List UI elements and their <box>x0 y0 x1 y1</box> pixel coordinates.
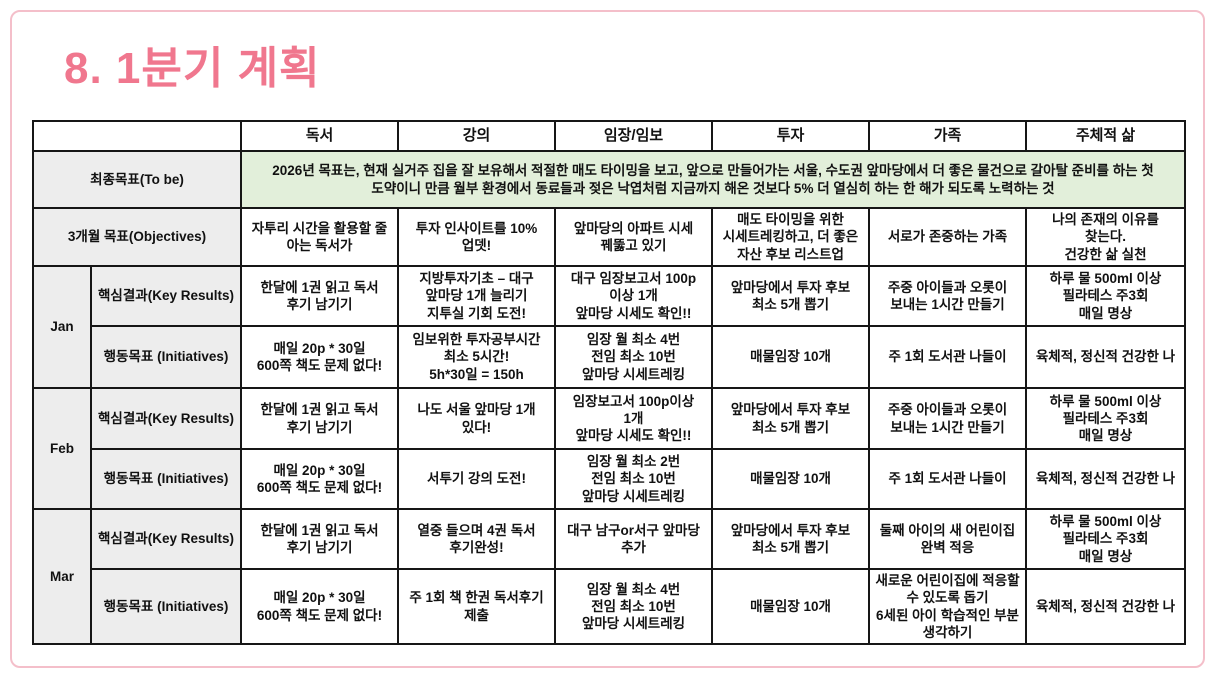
plan-cell: 하루 물 500ml 이상 필라테스 주3회 매일 명상 <box>1025 508 1186 570</box>
plan-cell: 매물임장 10개 <box>711 448 870 510</box>
plan-cell: 육체적, 정신적 건강한 나 <box>1025 325 1186 389</box>
column-header-investment: 투자 <box>711 120 870 152</box>
month-label-mar: Mar <box>32 507 92 646</box>
plan-cell: 임장보고서 100p이상 1개 앞마당 시세도 확인!! <box>554 387 713 450</box>
objective-cell: 매도 타이밍을 위한 시세트레킹하고, 더 좋은 자산 후보 리스트업 <box>711 207 870 267</box>
plan-cell: 임보위한 투자공부시간 최소 5시간! 5h*30일 = 150h <box>397 325 556 389</box>
corner-cell <box>32 120 242 152</box>
objective-cell: 앞마당의 아파트 시세 꿰뚫고 있기 <box>554 207 713 267</box>
plan-cell: 임장 월 최소 2번 전임 최소 10번 앞마당 시세트레킹 <box>554 448 713 510</box>
column-header-fieldtrip: 임장/임보 <box>554 120 713 152</box>
plan-cell: 임장 월 최소 4번 전임 최소 10번 앞마당 시세트레킹 <box>554 567 713 646</box>
plan-cell: 대구 남구or서구 앞마당 추가 <box>554 508 713 570</box>
column-header-family: 가족 <box>868 120 1027 152</box>
objectives-row: 3개월 목표(Objectives) 자투리 시간을 활용할 줄 아는 독서가 … <box>32 207 1186 267</box>
quarter-plan-table: 독서 강의 임장/임보 투자 가족 주체적 삶 최종목표(To be) 2026… <box>32 120 1186 646</box>
mar-key-results-row: Mar 핵심결과(Key Results) 한달에 1권 읽고 독서 후기 남기… <box>32 507 1186 646</box>
row-label-key-results: 핵심결과(Key Results) <box>90 508 242 570</box>
header-row: 독서 강의 임장/임보 투자 가족 주체적 삶 <box>32 120 1186 152</box>
objective-cell: 자투리 시간을 활용할 줄 아는 독서가 <box>240 207 399 267</box>
plan-cell: 지방투자기초 – 대구 앞마당 1개 늘리기 지투실 기회 도전! <box>397 265 556 327</box>
feb-key-results-row: Feb 핵심결과(Key Results) 한달에 1권 읽고 독서 후기 남기… <box>32 387 1186 510</box>
plan-cell: 둘째 아이의 새 어린이집 완벽 적응 <box>868 508 1027 570</box>
plan-cell: 하루 물 500ml 이상 필라테스 주3회 매일 명상 <box>1025 265 1186 327</box>
plan-cell: 열중 들으며 4권 독서 후기완성! <box>397 508 556 570</box>
plan-cell: 매일 20p * 30일 600쪽 책도 문제 없다! <box>240 325 399 389</box>
row-label-initiatives: 행동목표 (Initiatives) <box>90 325 242 389</box>
plan-cell: 주중 아이들과 오롯이 보내는 1시간 만들기 <box>868 265 1027 327</box>
month-label-jan: Jan <box>32 265 92 389</box>
plan-cell: 주 1회 도서관 나들이 <box>868 448 1027 510</box>
final-goal-label: 최종목표(To be) <box>32 150 242 209</box>
plan-cell: 대구 임장보고서 100p 이상 1개 앞마당 시세도 확인!! <box>554 265 713 327</box>
plan-cell: 주중 아이들과 오롯이 보내는 1시간 만들기 <box>868 387 1027 450</box>
objective-cell: 서로가 존중하는 가족 <box>868 207 1027 267</box>
column-header-life: 주체적 삶 <box>1025 120 1186 152</box>
row-label-initiatives: 행동목표 (Initiatives) <box>90 448 242 510</box>
final-goal-text: 2026년 목표는, 현재 실거주 집을 잘 보유해서 적절한 매도 타이밍을 … <box>240 150 1186 209</box>
row-label-key-results: 핵심결과(Key Results) <box>90 387 242 450</box>
jan-key-results-row: Jan 핵심결과(Key Results) 한달에 1권 읽고 독서 후기 남기… <box>32 265 1186 389</box>
slide-frame <box>10 10 1205 668</box>
plan-cell: 새로운 어린이집에 적응할 수 있도록 돕기 6세된 아이 학습적인 부분 생각… <box>868 567 1027 646</box>
feb-initiatives-row: 행동목표 (Initiatives) 매일 20p * 30일 600쪽 책도 … <box>33 448 1186 510</box>
final-goal-row: 최종목표(To be) 2026년 목표는, 현재 실거주 집을 잘 보유해서 … <box>32 150 1186 209</box>
page-title: 8. 1분기 계획 <box>64 44 321 93</box>
plan-cell: 한달에 1권 읽고 독서 후기 남기기 <box>240 508 399 570</box>
plan-cell: 매물임장 10개 <box>711 567 870 646</box>
column-header-lecture: 강의 <box>397 120 556 152</box>
plan-cell: 매일 20p * 30일 600쪽 책도 문제 없다! <box>240 567 399 646</box>
plan-cell: 서투기 강의 도전! <box>397 448 556 510</box>
column-header-reading: 독서 <box>240 120 399 152</box>
plan-cell: 하루 물 500ml 이상 필라테스 주3회 매일 명상 <box>1025 387 1186 450</box>
plan-cell: 주 1회 책 한권 독서후기 제출 <box>397 567 556 646</box>
plan-cell: 앞마당에서 투자 후보 최소 5개 뽑기 <box>711 387 870 450</box>
plan-cell: 앞마당에서 투자 후보 최소 5개 뽑기 <box>711 508 870 570</box>
plan-cell: 임장 월 최소 4번 전임 최소 10번 앞마당 시세트레킹 <box>554 325 713 389</box>
objective-cell: 나의 존재의 이유를 찾는다. 건강한 삶 실천 <box>1025 207 1186 267</box>
plan-cell: 한달에 1권 읽고 독서 후기 남기기 <box>240 265 399 327</box>
mar-initiatives-row: 행동목표 (Initiatives) 매일 20p * 30일 600쪽 책도 … <box>33 567 1186 646</box>
plan-cell: 육체적, 정신적 건강한 나 <box>1025 448 1186 510</box>
jan-initiatives-row: 행동목표 (Initiatives) 매일 20p * 30일 600쪽 책도 … <box>33 325 1186 389</box>
plan-cell: 한달에 1권 읽고 독서 후기 남기기 <box>240 387 399 450</box>
plan-cell: 육체적, 정신적 건강한 나 <box>1025 567 1186 646</box>
plan-cell: 앞마당에서 투자 후보 최소 5개 뽑기 <box>711 265 870 327</box>
objectives-label: 3개월 목표(Objectives) <box>32 207 242 267</box>
plan-cell: 나도 서울 앞마당 1개 있다! <box>397 387 556 450</box>
plan-cell: 매일 20p * 30일 600쪽 책도 문제 없다! <box>240 448 399 510</box>
month-label-feb: Feb <box>32 387 92 510</box>
row-label-initiatives: 행동목표 (Initiatives) <box>90 567 242 646</box>
row-label-key-results: 핵심결과(Key Results) <box>90 265 242 327</box>
plan-cell: 주 1회 도서관 나들이 <box>868 325 1027 389</box>
plan-cell: 매물임장 10개 <box>711 325 870 389</box>
objective-cell: 투자 인사이트를 10% 업뎃! <box>397 207 556 267</box>
